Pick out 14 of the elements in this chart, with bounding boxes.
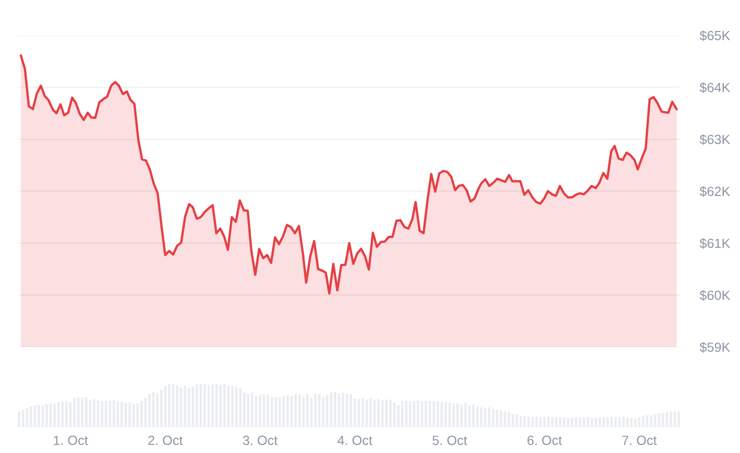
y-tick-label: $65K [700,30,730,42]
y-tick-label: $63K [700,134,730,145]
y-tick-label: $62K [700,186,730,197]
x-tick-label: 4. Oct [338,436,372,446]
x-tick-label: 3. Oct [242,436,278,446]
x-tick-label: 6. Oct [528,436,562,446]
y-tick-label: $60K [700,290,730,301]
y-tick-label: $61K [700,238,730,249]
x-tick-label: 1. Oct [54,436,88,446]
y-tick-label: $59K [700,342,730,353]
x-tick-label: 7. Oct [622,436,657,446]
x-tick-label: 5. Oct [432,436,468,446]
x-tick-label: 2. Oct [148,436,183,446]
y-tick-label: $64K [700,82,730,93]
